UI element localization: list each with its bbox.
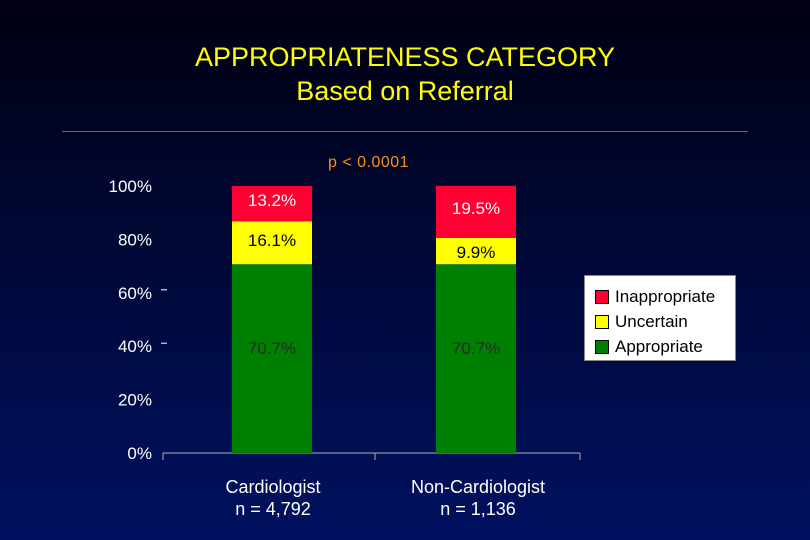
y-tick-label: 80% [118, 230, 152, 249]
category-label-non-cardiologist: Non-Cardiologist n = 1,136 [388, 476, 568, 520]
legend-swatch-uncertain [595, 314, 609, 329]
bar-segment-uncertain [436, 237, 516, 265]
data-label-inappropriate: 13.2% [248, 191, 296, 210]
title-line-1: APPROPRIATENESS CATEGORY [194, 42, 616, 72]
bar-segment-inappropriate [436, 185, 516, 238]
y-tick-label: 100% [109, 177, 152, 196]
y-tick-label: 40% [118, 337, 152, 356]
data-label-uncertain: 16.1% [248, 231, 296, 250]
bar-segment-inappropriate [232, 186, 312, 222]
chart-title: APPROPRIATENESS CATEGORY Based on Referr… [0, 40, 810, 108]
category-count: n = 1,136 [440, 499, 516, 519]
legend-item-appropriate: Appropriate [595, 334, 735, 359]
chart-legend: Inappropriate Uncertain Appropriate [584, 275, 736, 361]
bar-segment-uncertain [232, 221, 312, 265]
legend-swatch-inappropriate [595, 289, 609, 304]
title-divider [62, 131, 748, 132]
legend-swatch-appropriate [595, 339, 609, 354]
title-line-2: Based on Referral [296, 76, 514, 106]
legend-label-uncertain: Uncertain [615, 311, 688, 331]
legend-label-appropriate: Appropriate [615, 336, 703, 356]
category-count: n = 4,792 [235, 499, 311, 519]
y-tick-label: 60% [118, 284, 152, 303]
y-tick-label: 0% [127, 444, 152, 463]
category-name: Cardiologist [225, 477, 321, 497]
data-label-appropriate: 70.7% [248, 339, 296, 358]
data-label-inappropriate: 19.5% [452, 199, 500, 218]
data-label-uncertain: 9.9% [457, 243, 496, 262]
category-name: Non-Cardiologist [410, 477, 546, 497]
legend-item-uncertain: Uncertain [595, 309, 735, 334]
bar-segment-appropriate [436, 264, 516, 453]
p-value-label: p < 0.0001 [328, 154, 410, 171]
y-tick-label: 20% [118, 391, 152, 410]
legend-label-inappropriate: Inappropriate [615, 286, 716, 306]
bar-segment-appropriate [232, 264, 312, 453]
category-label-cardiologist: Cardiologist n = 4,792 [198, 476, 348, 520]
data-label-appropriate: 70.7% [452, 339, 500, 358]
legend-item-inappropriate: Inappropriate [595, 284, 735, 309]
